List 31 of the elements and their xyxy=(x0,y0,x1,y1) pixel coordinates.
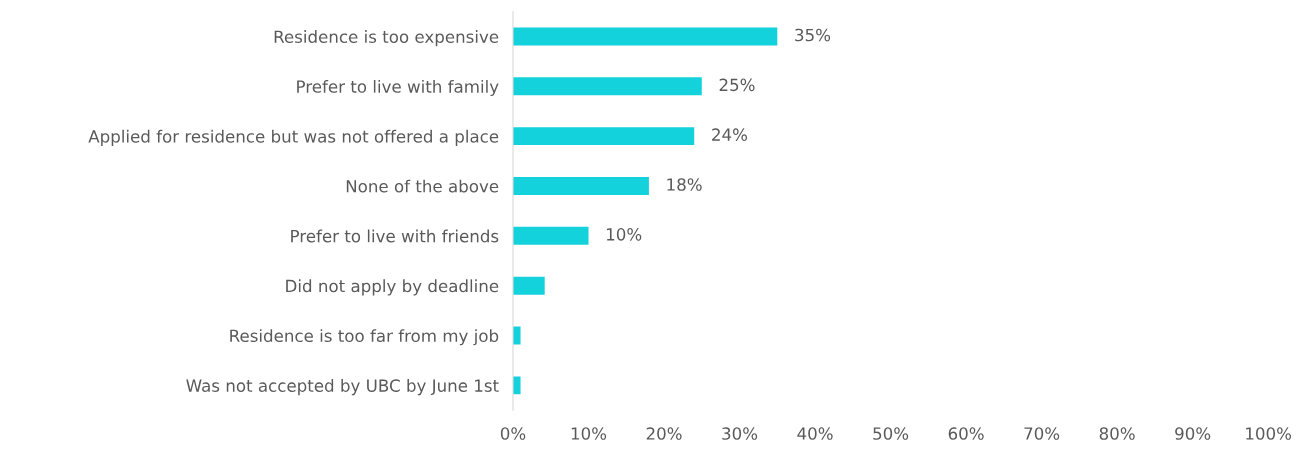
y-tick-label: Did not apply by deadline xyxy=(286,279,499,296)
x-tick-label: 70% xyxy=(1024,427,1060,440)
y-tick-label: Was not accepted by UBC by June 1st xyxy=(186,379,499,396)
bar xyxy=(512,77,702,96)
y-tick-label: Residence is too far from my job xyxy=(230,329,499,346)
data-label: 24% xyxy=(712,128,748,141)
x-tick-label: 0% xyxy=(500,427,526,440)
y-tick-label: Prefer to live with family xyxy=(297,79,499,97)
x-tick-label: 50% xyxy=(873,427,909,440)
x-tick-label: 80% xyxy=(1099,427,1135,440)
x-tick-label: 20% xyxy=(646,427,682,440)
y-tick-label: None of the above xyxy=(346,179,499,193)
x-tick-label: 90% xyxy=(1175,427,1211,440)
y-tick-label: Prefer to live with friends xyxy=(291,229,499,243)
y-tick-label: Residence is too expensive xyxy=(274,30,499,47)
x-tick-label: 10% xyxy=(571,427,607,440)
x-tick-label: 100% xyxy=(1246,427,1292,440)
bar xyxy=(512,376,521,395)
data-label: 10% xyxy=(607,228,642,241)
bar xyxy=(512,276,545,295)
bar xyxy=(512,127,695,146)
bar xyxy=(512,177,649,195)
x-tick-label: 60% xyxy=(948,427,984,440)
bar xyxy=(512,27,778,46)
data-label: 35% xyxy=(795,28,831,42)
data-label: 25% xyxy=(719,78,755,92)
x-tick-label: 40% xyxy=(797,427,833,440)
bar xyxy=(512,226,589,245)
y-tick-label: Applied for residence but was not offered a place xyxy=(88,129,499,146)
x-tick-label: 30% xyxy=(722,427,758,440)
data-label: 18% xyxy=(667,178,702,191)
